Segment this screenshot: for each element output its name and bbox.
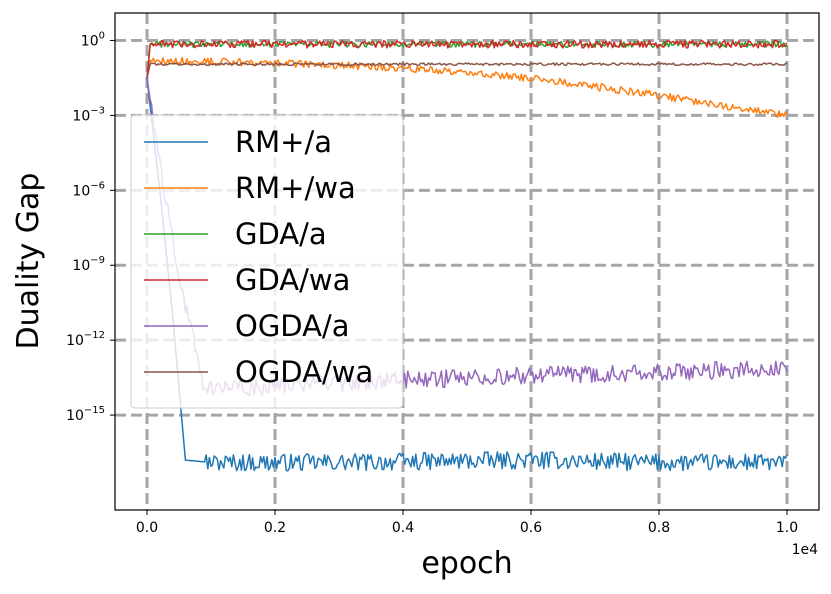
legend-label: OGDA/wa [235,355,373,389]
x-offset-label: 1e4 [792,542,819,558]
y-tick-label: 10−9 [72,255,105,274]
y-tick-label: 10−3 [72,105,105,124]
legend-label: GDA/wa [235,263,350,297]
series-lines [146,39,788,472]
x-tick-label: 0.0 [136,520,158,536]
legend-label: OGDA/a [235,309,350,343]
x-axis-label: epoch [421,546,512,581]
x-tick-label: 0.4 [392,520,414,536]
x-tick-label: 0.8 [648,520,670,536]
plot-frame [114,12,820,511]
y-axis-label: Duality Gap [11,173,46,350]
legend-label: RM+/wa [235,171,356,205]
y-tick-label: 10−6 [72,180,105,199]
legend: RM+/a RM+/wa GDA/a GDA/wa OGDA/a OGDA/wa [130,114,404,409]
y-tick-label: 10−12 [66,330,105,349]
series-line-gda-wa [146,39,788,78]
x-tick-label: 0.6 [520,520,542,536]
x-tick-label: 0.2 [264,520,286,536]
series-line-rm-a [146,77,788,472]
y-tick-label: 100 [81,30,105,49]
x-tick-label: 1.0 [776,520,798,536]
y-tick-label: 10−15 [66,405,105,424]
legend-label: GDA/a [235,217,327,251]
series-line-ogda-wa [146,62,788,79]
legend-label: RM+/a [235,125,332,159]
ticks: 0.0 0.2 0.4 0.6 0.8 1.0 100 10−3 10−6 10−9 10−12 10… [66,30,798,536]
